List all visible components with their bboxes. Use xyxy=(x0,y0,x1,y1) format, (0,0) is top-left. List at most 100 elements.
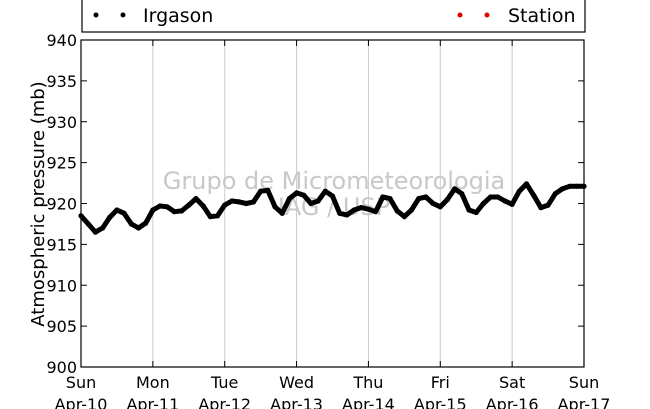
data-point xyxy=(200,203,206,209)
data-point xyxy=(473,209,479,216)
watermark-line-1: Grupo de Micrometeorologia xyxy=(163,167,505,195)
data-point xyxy=(538,205,544,211)
data-point xyxy=(150,207,156,213)
data-point xyxy=(437,204,443,210)
data-point xyxy=(329,193,336,199)
data-point xyxy=(315,198,321,204)
x-tick-day-label: Fri xyxy=(431,373,450,392)
data-point xyxy=(459,191,465,197)
y-tick-label: 930 xyxy=(46,113,77,132)
x-tick-date-label: Apr-13 xyxy=(270,395,323,409)
data-point xyxy=(143,220,149,226)
data-point xyxy=(387,196,393,202)
data-point xyxy=(545,202,551,208)
y-axis-label: Atmospheric pressure (mb) xyxy=(28,81,49,326)
data-point xyxy=(272,204,278,210)
data-point xyxy=(243,200,249,207)
data-point xyxy=(423,194,429,200)
data-point xyxy=(380,194,386,200)
y-tick-label: 940 xyxy=(46,31,77,50)
data-point xyxy=(430,200,436,207)
data-point xyxy=(265,187,271,193)
data-point xyxy=(128,221,134,227)
x-tick-date-label: Apr-11 xyxy=(126,395,179,409)
data-point xyxy=(171,209,177,215)
x-tick-day-label: Tue xyxy=(210,373,238,392)
data-point xyxy=(193,196,199,202)
data-point xyxy=(358,205,364,211)
data-point xyxy=(552,191,558,197)
irgason-series xyxy=(78,181,587,235)
x-tick-date-label: Apr-12 xyxy=(198,395,251,409)
data-point xyxy=(114,207,120,213)
data-point xyxy=(322,188,328,194)
data-point xyxy=(416,196,422,202)
x-tick-day-label: Sat xyxy=(499,373,525,392)
data-point xyxy=(452,186,458,192)
y-tick-label: 900 xyxy=(46,358,77,377)
y-axis: 900 905 910 915 920 925 930 935 940 xyxy=(46,31,584,377)
data-point xyxy=(516,188,522,194)
legend-label-station: Station xyxy=(508,5,576,27)
data-point xyxy=(179,208,185,214)
legend-marker-station-2 xyxy=(484,12,490,18)
data-point xyxy=(495,194,501,200)
legend-marker-irgason-2 xyxy=(120,12,126,18)
legend-box xyxy=(81,0,586,33)
data-point xyxy=(135,225,142,231)
x-tick-day-label: Sun xyxy=(66,373,96,392)
data-point xyxy=(229,198,235,204)
data-point xyxy=(214,213,221,219)
data-point xyxy=(250,199,257,205)
data-point xyxy=(294,190,300,196)
x-tick-day-label: Wed xyxy=(279,373,314,392)
data-point xyxy=(523,181,530,187)
x-tick-date-label: Apr-16 xyxy=(486,395,539,409)
data-point xyxy=(373,209,379,215)
data-point xyxy=(121,210,127,216)
data-point xyxy=(574,183,580,189)
data-point xyxy=(308,200,314,207)
x-tick-date-label: Apr-15 xyxy=(414,395,467,409)
data-point xyxy=(164,204,170,210)
data-point xyxy=(344,212,350,218)
data-point xyxy=(236,199,242,205)
data-point xyxy=(279,210,285,216)
data-point xyxy=(509,201,515,207)
data-point xyxy=(444,196,451,202)
plot-background xyxy=(81,40,584,367)
legend-marker-station-1 xyxy=(457,12,463,18)
data-point xyxy=(207,214,213,220)
y-tick-label: 915 xyxy=(46,235,77,254)
data-point xyxy=(337,210,343,216)
legend-marker-irgason-1 xyxy=(93,12,99,18)
y-tick-label: 920 xyxy=(46,195,77,214)
data-point xyxy=(488,194,494,200)
x-tick-day-label: Sun xyxy=(569,373,599,392)
data-point xyxy=(401,214,407,220)
data-point xyxy=(480,200,486,207)
data-point xyxy=(186,202,192,208)
x-tick-date-label: Apr-17 xyxy=(558,395,611,409)
data-point xyxy=(258,188,264,194)
x-axis: Sun Apr-10 Mon Apr-11 Tue Apr-12 Wed Apr-13 Thu A… xyxy=(55,40,611,409)
data-point xyxy=(408,207,415,213)
data-point xyxy=(531,192,537,198)
legend-label-irgason: Irgason xyxy=(143,5,213,27)
data-point xyxy=(502,198,508,204)
y-tick-label: 910 xyxy=(46,276,77,295)
y-tick-label: 935 xyxy=(46,72,77,91)
data-point xyxy=(351,207,357,213)
data-point xyxy=(559,186,566,192)
x-tick-day-label: Mon xyxy=(136,373,170,392)
data-point xyxy=(301,192,307,198)
data-point xyxy=(157,203,163,209)
data-point xyxy=(100,225,106,231)
data-point xyxy=(365,206,371,212)
x-tick-date-label: Apr-14 xyxy=(342,395,395,409)
data-point xyxy=(567,183,573,189)
data-point xyxy=(222,202,228,208)
x-tick-day-label: Thu xyxy=(352,373,383,392)
y-tick-label: 905 xyxy=(46,317,77,336)
